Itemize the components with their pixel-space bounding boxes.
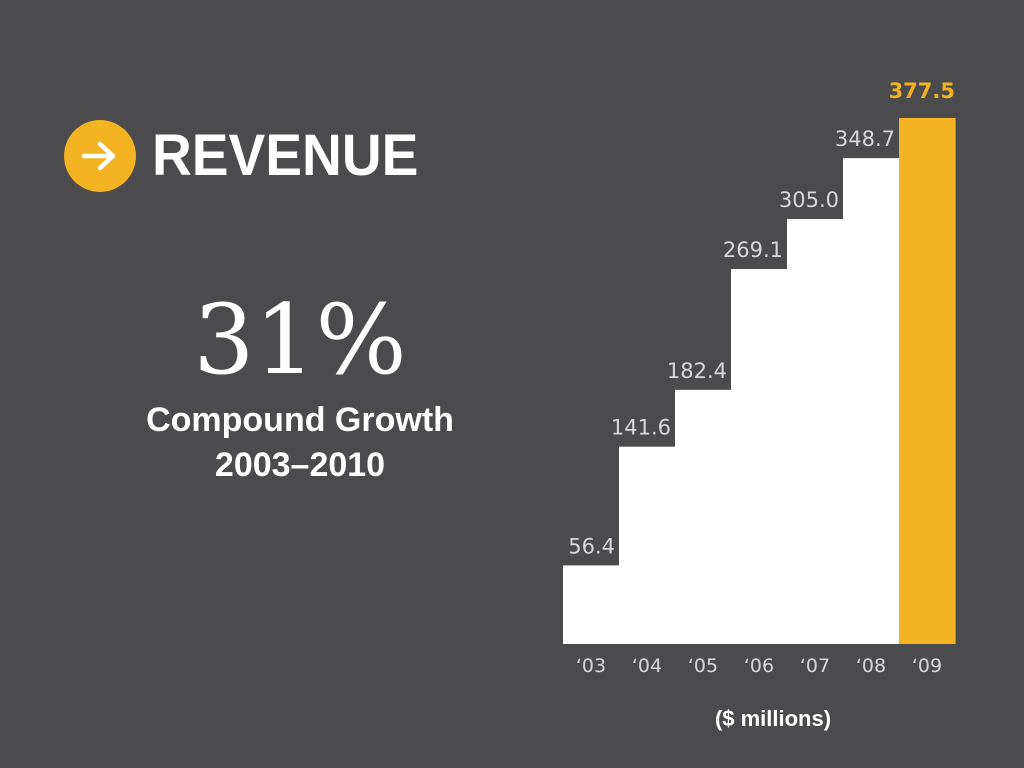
x-tick-label-0: ‘03 bbox=[576, 655, 606, 677]
bar-2 bbox=[675, 389, 732, 644]
x-tick-label-4: ‘07 bbox=[800, 655, 830, 677]
bar-6 bbox=[899, 118, 956, 644]
growth-label: Compound Growth bbox=[146, 401, 454, 439]
data-label-2: 182.4 bbox=[667, 359, 727, 383]
unit-label: ($ millions) bbox=[714, 706, 832, 731]
data-label-6: 377.5 bbox=[889, 79, 955, 103]
growth-value: 31% bbox=[193, 284, 407, 396]
bar-3 bbox=[731, 269, 788, 644]
bar-5 bbox=[843, 158, 900, 644]
x-tick-label-2: ‘05 bbox=[688, 655, 718, 677]
arrow-right-svg bbox=[81, 141, 116, 171]
bar-4 bbox=[787, 219, 844, 644]
growth-summary: 31% Compound Growth 2003–2010 bbox=[120, 292, 480, 486]
x-tick-label-1: ‘04 bbox=[632, 655, 662, 677]
x-tick-label-6: ‘09 bbox=[912, 655, 942, 677]
data-label-1: 141.6 bbox=[611, 416, 671, 440]
data-label-4: 305.0 bbox=[779, 188, 839, 212]
x-tick-label-5: ‘08 bbox=[856, 655, 886, 677]
growth-range: 2003–2010 bbox=[214, 445, 386, 484]
bar-1 bbox=[619, 446, 676, 644]
header: REVENUE bbox=[64, 118, 432, 194]
arrow-right-icon bbox=[64, 120, 136, 192]
data-label-3: 269.1 bbox=[723, 238, 783, 262]
x-tick-label-3: ‘06 bbox=[744, 655, 774, 677]
data-label-0: 56.4 bbox=[568, 534, 615, 558]
data-label-5: 348.7 bbox=[835, 127, 895, 151]
bar-0 bbox=[563, 565, 620, 644]
page-title: REVENUE bbox=[152, 123, 419, 188]
